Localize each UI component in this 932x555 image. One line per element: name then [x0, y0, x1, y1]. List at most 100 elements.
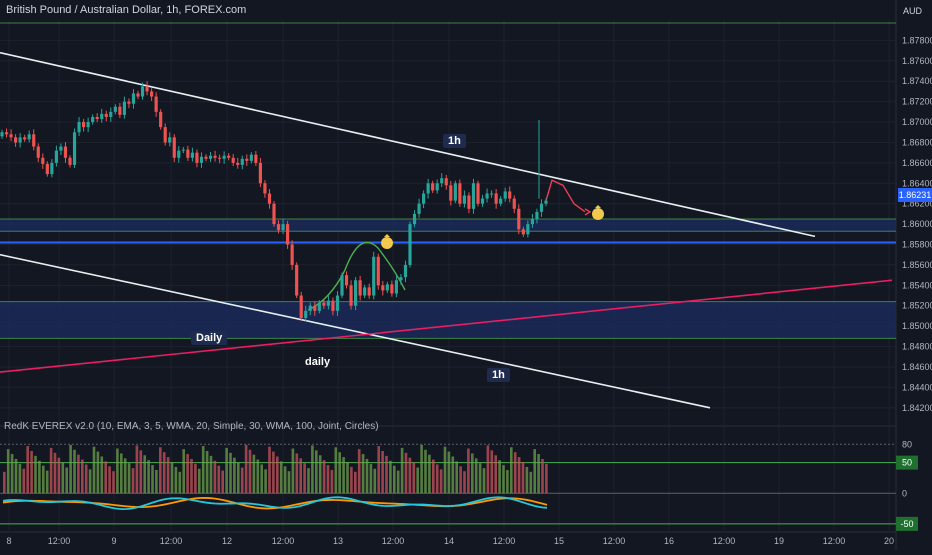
- osc-histogram-bar: [96, 451, 100, 494]
- osc-histogram-bar: [412, 462, 416, 494]
- osc-histogram-bar: [521, 462, 525, 494]
- osc-histogram-bar: [81, 459, 84, 494]
- osc-histogram-bar: [131, 468, 135, 494]
- osc-histogram-bar: [467, 448, 470, 494]
- osc-histogram-bar: [186, 454, 189, 494]
- candle-body: [471, 183, 476, 209]
- osc-histogram-bar: [49, 447, 53, 494]
- osc-histogram-bar: [77, 454, 80, 494]
- osc-histogram-bar: [53, 452, 57, 494]
- osc-histogram-bar: [545, 463, 548, 494]
- candle-body: [444, 178, 448, 186]
- osc-histogram-bar: [474, 458, 478, 494]
- candle-body: [422, 193, 426, 204]
- price-tick-label: 1.86000: [902, 219, 932, 229]
- label-daily-trend: daily: [305, 356, 331, 368]
- osc-histogram-bar: [486, 445, 490, 494]
- osc-histogram-bar: [248, 449, 252, 494]
- candle-body: [113, 106, 117, 112]
- osc-histogram-bar: [201, 446, 205, 494]
- candle-body: [412, 213, 417, 225]
- candle-body: [163, 127, 167, 143]
- osc-histogram-bar: [61, 462, 65, 494]
- osc-histogram-bar: [354, 471, 357, 494]
- osc-histogram-bar: [299, 458, 302, 494]
- candle-body: [399, 277, 403, 281]
- osc-histogram-bar: [42, 465, 45, 494]
- candle-body: [27, 134, 31, 140]
- candle-body: [150, 91, 154, 97]
- candle-body: [77, 122, 81, 133]
- osc-histogram-bar: [38, 460, 41, 494]
- candle-body: [91, 116, 95, 123]
- candle-body: [145, 86, 149, 92]
- candle-body: [95, 116, 99, 119]
- candle-body: [140, 86, 145, 97]
- osc-histogram-bar: [14, 458, 18, 494]
- osc-histogram-bar: [174, 466, 178, 494]
- label-daily-box: Daily: [191, 331, 228, 345]
- osc-histogram-bar: [342, 457, 345, 494]
- osc-histogram-bar: [404, 452, 408, 494]
- candle-body: [349, 285, 353, 306]
- osc-histogram-bar: [537, 454, 540, 494]
- candle-body: [335, 295, 340, 311]
- osc-histogram-bar: [264, 469, 267, 494]
- osc-histogram-bar: [244, 444, 248, 494]
- candle-body: [32, 134, 36, 147]
- osc-histogram-bar: [123, 458, 127, 494]
- candle-body: [449, 185, 453, 201]
- candle-body: [208, 155, 213, 159]
- price-tick-label: 1.84800: [902, 342, 932, 352]
- osc-histogram-bar: [451, 456, 455, 494]
- osc-histogram-bar: [303, 463, 306, 494]
- osc-histogram-bar: [478, 463, 482, 494]
- osc-histogram-bar: [104, 461, 107, 494]
- osc-histogram-bar: [416, 467, 419, 494]
- candle-body: [508, 191, 512, 199]
- time-tick-label: 12:00: [713, 536, 736, 546]
- osc-histogram-bar: [369, 463, 373, 494]
- last-price-tag: 1.86231: [898, 188, 932, 202]
- candle-body: [458, 183, 462, 204]
- osc-histogram-bar: [10, 454, 14, 494]
- osc-histogram-bar: [471, 453, 474, 494]
- label-1h-lower: 1h: [487, 368, 510, 382]
- candle-body: [9, 134, 13, 138]
- label-1h-upper: 1h: [443, 134, 466, 148]
- osc-histogram-bar: [346, 462, 349, 494]
- candle-body: [494, 193, 498, 204]
- osc-histogram-bar: [18, 463, 22, 494]
- price-tick-label: 1.86800: [902, 137, 932, 147]
- osc-histogram-bar: [213, 460, 217, 494]
- candle-body: [122, 101, 126, 115]
- channel-upper-trendline: [0, 51, 816, 238]
- osc-histogram-bar: [315, 450, 318, 494]
- daily-trendline: [0, 279, 893, 373]
- osc-histogram-bar: [541, 458, 544, 494]
- daily-zone: [0, 301, 896, 339]
- osc-histogram-bar: [69, 444, 72, 494]
- osc-histogram-bar: [268, 446, 271, 494]
- candle-body: [100, 113, 104, 119]
- time-tick-label: 13: [333, 536, 343, 546]
- candle-body: [453, 183, 457, 201]
- osc-tick-label: 0: [902, 488, 907, 498]
- osc-histogram-bar: [326, 465, 330, 494]
- osc-histogram-bar: [455, 461, 458, 494]
- time-tick-label: 12:00: [603, 536, 626, 546]
- candle-body: [517, 208, 521, 230]
- osc-histogram-bar: [92, 446, 96, 494]
- osc-level-tag: [896, 455, 918, 470]
- candle-body: [526, 224, 530, 235]
- candle-body: [109, 111, 113, 117]
- osc-histogram-bar: [127, 463, 131, 494]
- osc-tick-label: 80: [902, 439, 912, 449]
- candle-body: [240, 158, 244, 165]
- price-tick-label: 1.86400: [902, 178, 932, 188]
- osc-histogram-bar: [517, 457, 521, 494]
- osc-histogram-bar: [463, 471, 466, 494]
- price-tick-label: 1.86600: [902, 158, 932, 168]
